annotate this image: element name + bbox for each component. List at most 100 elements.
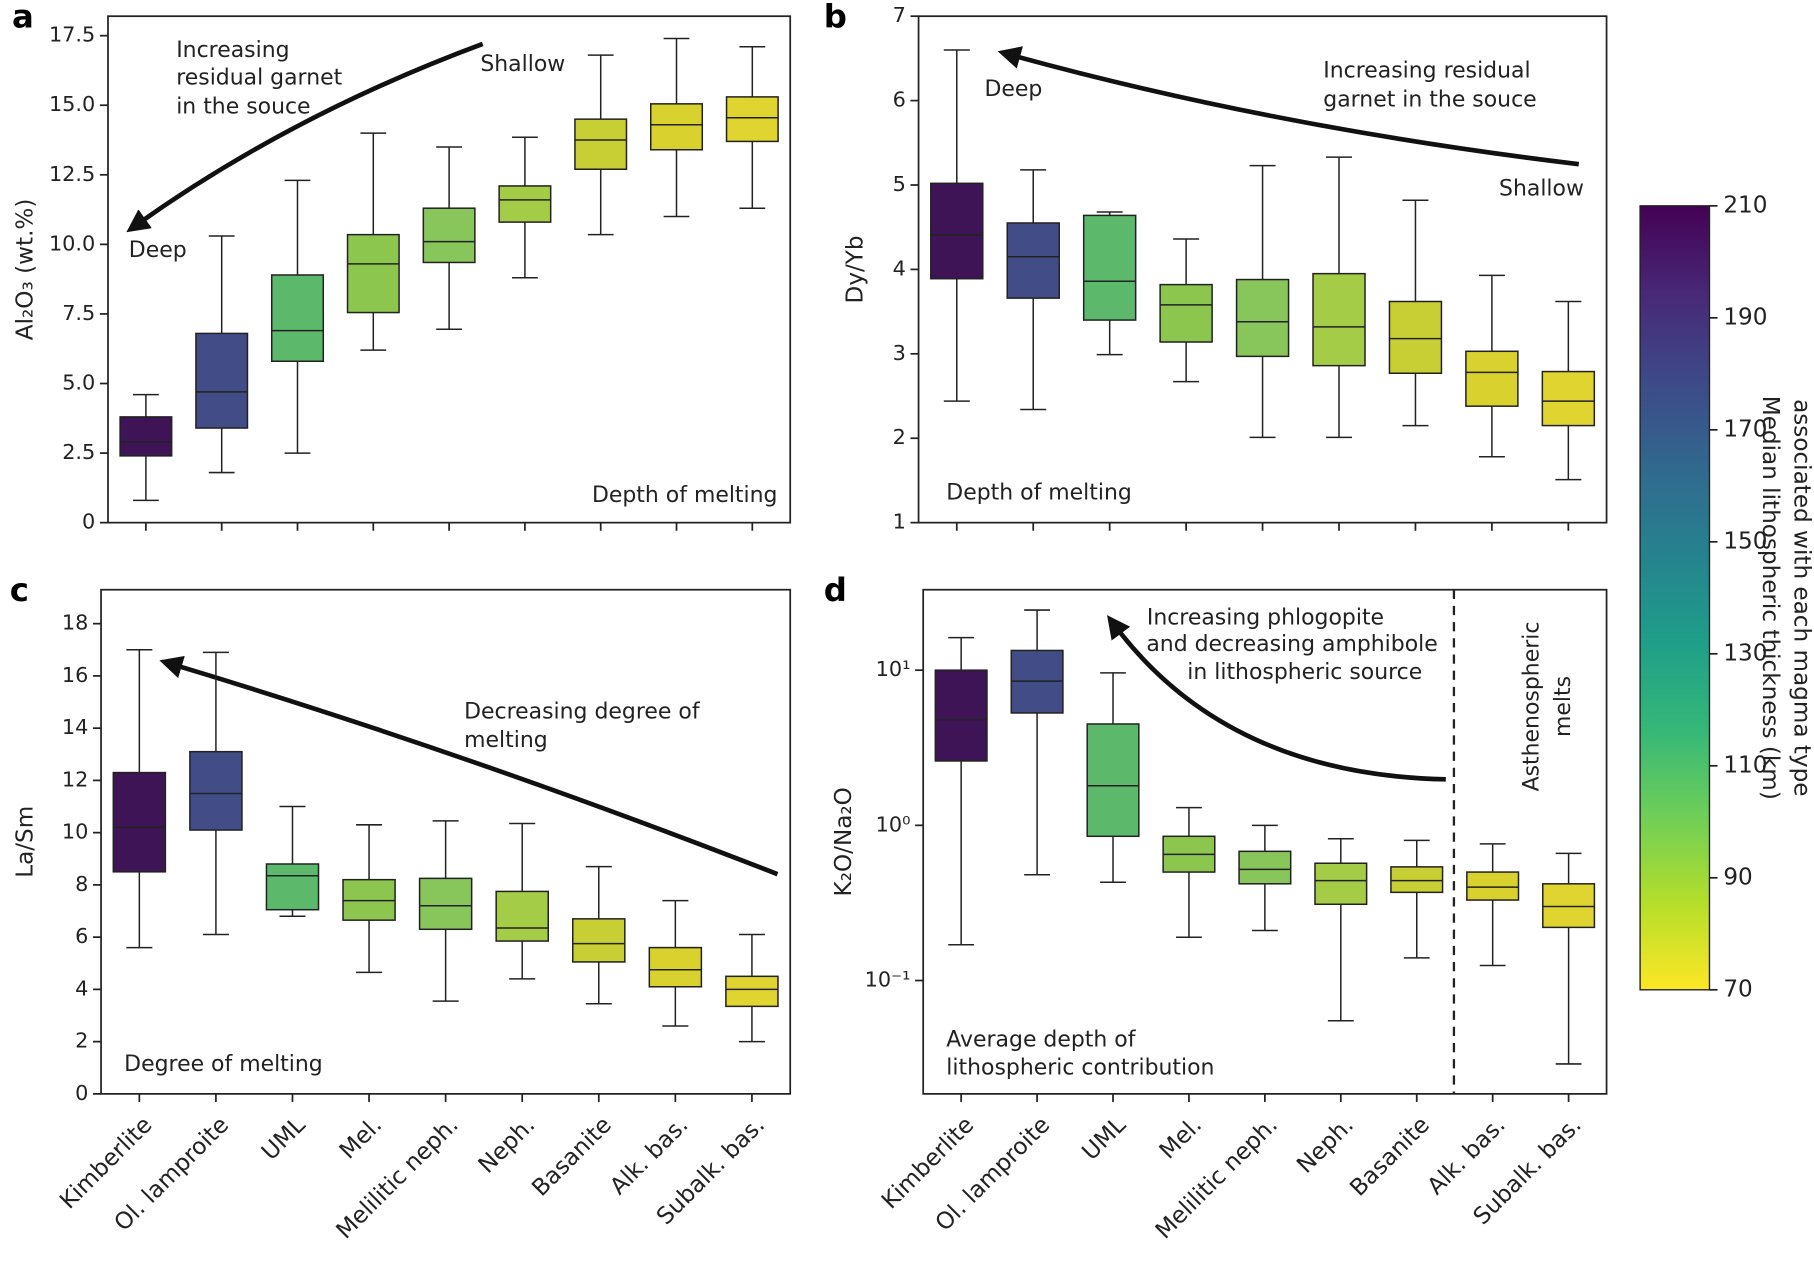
box <box>1159 283 1213 343</box>
y-tick-label: 5.0 <box>62 371 95 395</box>
y-tick-label: 14 <box>62 715 88 739</box>
y-tick-label: 8 <box>75 872 88 896</box>
box <box>930 182 984 280</box>
annotation: Degree of melting <box>124 1052 323 1077</box>
box <box>422 207 476 264</box>
annotation: Average depth of <box>946 1028 1136 1053</box>
y-tick-label: 10⁻¹ <box>865 968 911 992</box>
y-tick-label: 17.5 <box>49 23 95 47</box>
plot-frame <box>922 588 1608 1095</box>
annotation: Increasing residual <box>1323 59 1530 84</box>
x-tick-label: Mel. <box>1155 1112 1207 1164</box>
y-tick-label: 6 <box>893 88 906 112</box>
annotation: lithospheric contribution <box>946 1055 1214 1080</box>
y-tick-label: 2 <box>893 425 906 449</box>
box <box>270 274 325 363</box>
y-tick-label: 2.5 <box>62 440 95 464</box>
y-tick-label: 10 <box>62 820 88 844</box>
x-tick-label: Neph. <box>1292 1112 1359 1179</box>
box <box>1238 850 1292 885</box>
panel-letter: c <box>10 571 29 609</box>
y-tick-label: 12.5 <box>49 162 95 186</box>
colorbar-tick-label: 130 <box>1723 640 1767 666</box>
y-tick-label: 10.0 <box>49 231 95 255</box>
annotation: residual garnet <box>176 66 342 91</box>
annotation: Increasing phlogopite <box>1147 606 1384 631</box>
box <box>498 185 552 223</box>
y-tick-label: 0 <box>75 1081 88 1105</box>
box <box>112 771 167 873</box>
y-axis-label: Al₂O₃ (wt.%) <box>12 199 38 341</box>
y-tick-label: 5 <box>893 172 906 196</box>
box <box>1542 883 1596 929</box>
box <box>1086 723 1140 838</box>
box <box>1465 350 1519 407</box>
y-tick-label: 0 <box>82 510 95 534</box>
plot-frame <box>100 588 792 1095</box>
box <box>571 918 626 963</box>
x-tick-label: UML <box>1078 1112 1132 1166</box>
colorbar-tick-label: 190 <box>1723 304 1767 330</box>
y-tick-label: 15.0 <box>49 92 95 116</box>
y-tick-label: 18 <box>62 611 88 635</box>
colorbar-label: associated with each magma type <box>1788 399 1814 796</box>
box <box>195 332 249 429</box>
panel-letter: d <box>824 571 847 609</box>
x-tick-label: Basanite <box>1345 1112 1434 1201</box>
box <box>346 233 400 314</box>
y-tick-label: 4 <box>75 976 88 1000</box>
y-axis-label: La/Sm <box>12 806 38 878</box>
y-tick-label: 10⁰ <box>876 812 911 836</box>
box <box>1466 871 1520 901</box>
plot-frame <box>107 15 792 524</box>
panel-letter: a <box>12 0 34 36</box>
box <box>934 669 988 762</box>
annotation: melting <box>464 728 548 753</box>
arrow <box>126 41 484 233</box>
y-tick-label: 12 <box>62 767 88 791</box>
y-tick-label: 3 <box>893 341 906 365</box>
box <box>265 863 320 911</box>
box <box>1312 272 1366 367</box>
box <box>119 416 173 457</box>
arrow <box>1107 615 1446 782</box>
box <box>1314 862 1368 906</box>
x-tick-label: UML <box>257 1112 311 1166</box>
y-tick-label: 7 <box>893 3 906 27</box>
annotation: melts <box>1551 676 1576 737</box>
box <box>1082 214 1137 321</box>
colorbar-tick-label: 170 <box>1723 416 1767 442</box>
annotation: in the souce <box>176 95 310 120</box>
annotation: Depth of melting <box>946 481 1132 506</box>
box <box>725 96 779 143</box>
colorbar-tick-label: 90 <box>1723 864 1752 890</box>
box <box>189 750 243 831</box>
box <box>1388 300 1443 374</box>
y-tick-label: 2 <box>75 1029 88 1053</box>
box <box>725 975 779 1008</box>
colorbar-tick-label: 150 <box>1723 528 1767 554</box>
y-axis-label: K₂O/Na₂O <box>831 787 857 896</box>
y-axis-label: Dy/Yb <box>843 235 869 303</box>
arrow <box>997 46 1580 167</box>
arrow <box>159 655 779 877</box>
colorbar-tick-label: 110 <box>1723 752 1767 778</box>
annotation: Shallow <box>1499 177 1584 202</box>
annotation: Depth of melting <box>592 483 778 508</box>
box <box>1006 222 1060 299</box>
box <box>418 877 473 931</box>
annotation: and decreasing amphibole <box>1146 632 1437 657</box>
y-tick-label: 16 <box>62 663 88 687</box>
x-tick-label: Mel. <box>335 1112 387 1164</box>
annotation: garnet in the souce <box>1323 88 1536 113</box>
box <box>1235 278 1290 358</box>
box <box>649 103 704 151</box>
colorbar-tick-label: 210 <box>1723 192 1767 218</box>
box <box>648 946 703 988</box>
box <box>495 890 549 942</box>
annotation: Deep <box>984 77 1042 102</box>
plot-frame <box>917 15 1608 524</box>
colorbar-tick-label: 70 <box>1723 976 1752 1002</box>
y-tick-label: 7.5 <box>62 301 95 325</box>
